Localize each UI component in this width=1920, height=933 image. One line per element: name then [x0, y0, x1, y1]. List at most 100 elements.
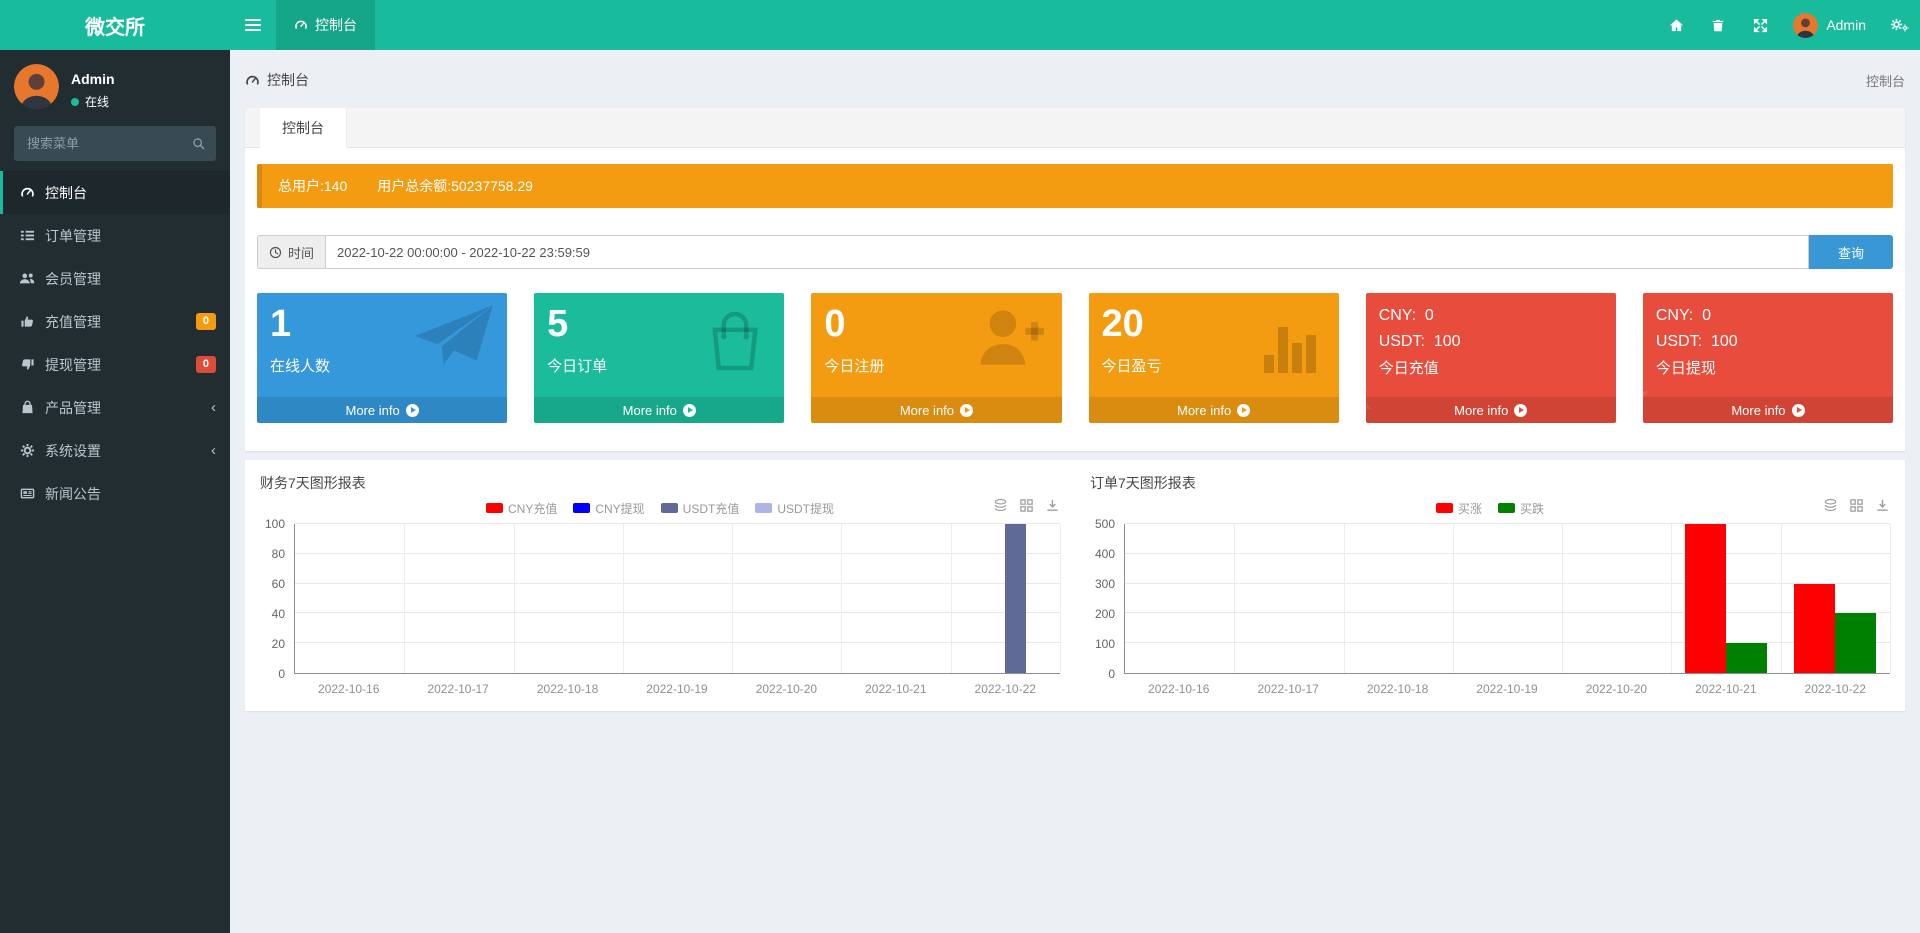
legend-label: 买涨 — [1457, 501, 1482, 516]
sidebar-item-recharge[interactable]: 充值管理 0 — [0, 300, 230, 343]
sidebar-item-withdraw[interactable]: 提现管理 0 — [0, 343, 230, 386]
settings-button[interactable] — [1878, 0, 1920, 50]
breadcrumb-label: 控制台 — [267, 72, 309, 88]
search-input[interactable] — [25, 135, 192, 152]
legend-item[interactable]: CNY提现 — [573, 500, 645, 517]
gauge-icon — [294, 18, 308, 32]
gridline — [1343, 524, 1345, 673]
fullscreen-button[interactable] — [1739, 0, 1781, 50]
sidebar-item-products[interactable]: 产品管理 ‹ — [0, 386, 230, 429]
x-axis-tick: 2022-10-18 — [536, 682, 599, 696]
clock-icon — [269, 246, 282, 259]
breadcrumb[interactable]: 控制台 — [245, 70, 309, 90]
user-name-label: Admin — [1826, 17, 1866, 33]
gridline — [404, 524, 406, 673]
user-menu[interactable]: Admin — [1781, 12, 1878, 38]
sidebar-item-orders[interactable]: 订单管理 — [0, 214, 230, 257]
more-info-link[interactable]: More info — [257, 397, 508, 423]
more-info-label: More info — [1454, 402, 1509, 418]
x-axis-tick: 2022-10-21 — [865, 682, 927, 696]
stat-box-inner: CNY: 0 USDT: 100 今日充值 — [1366, 293, 1616, 388]
circle-arrow-right-icon — [1514, 403, 1528, 417]
app-logo[interactable]: 微交所 — [85, 16, 145, 39]
stacked-layers-icon[interactable] — [1823, 498, 1838, 513]
y-axis-labels: 0 100 200 300 400 500 — [1090, 517, 1124, 681]
more-info-link[interactable]: More info — [1088, 397, 1339, 423]
chart-area: 0 20 40 60 80 100 — [260, 517, 1061, 681]
legend-item[interactable]: CNY充值 — [485, 500, 558, 517]
legend-item[interactable]: USDT提现 — [755, 500, 834, 517]
chart-bar — [1726, 643, 1768, 673]
more-info-link[interactable]: More info — [1365, 397, 1616, 423]
plot-area — [1124, 523, 1891, 674]
gauge-icon — [245, 73, 260, 88]
gridline — [1562, 524, 1564, 673]
chart-toolbox — [993, 498, 1060, 513]
sidebar-item-label: 控制台 — [45, 184, 87, 201]
legend-label: CNY充值 — [507, 501, 558, 516]
paper-plane-icon — [415, 305, 495, 372]
navbar-tab-dashboard[interactable]: 控制台 — [276, 0, 375, 50]
stat-box-inner: 5 今日订单 — [534, 293, 784, 386]
gridline — [295, 612, 1060, 614]
user-plus-icon — [968, 305, 1050, 376]
legend-item[interactable]: 买跌 — [1498, 500, 1544, 517]
date-range-input[interactable] — [325, 235, 1809, 269]
breadcrumb-location: 控制台 — [1865, 73, 1905, 89]
x-axis-tick: 2022-10-19 — [1476, 682, 1538, 696]
gridline — [1125, 612, 1890, 614]
chart-header: 买涨 买跌 — [1090, 496, 1890, 520]
download-icon[interactable] — [1045, 498, 1060, 513]
summary-alert: 总用户:140 用户总余额:50237758.29 — [257, 164, 1893, 208]
legend-item[interactable]: USDT充值 — [660, 500, 739, 517]
download-icon[interactable] — [1875, 498, 1890, 513]
finance-chart: 财务7天图形报表 CNY充值 CNY提现 USDT充值 USDT提现 0 20 40 60 8… — [245, 460, 1075, 711]
y-axis-tick: 200 — [1094, 607, 1115, 621]
thumbs-down-icon — [18, 357, 36, 372]
trash-button[interactable] — [1697, 0, 1739, 50]
legend-swatch — [573, 503, 591, 513]
charts-panel: 财务7天图形报表 CNY充值 CNY提现 USDT充值 USDT提现 0 20 40 60 8… — [245, 460, 1905, 711]
x-axis-labels: 2022-10-16 2022-10-17 2022-10-18 2022-10-19… — [1124, 674, 1890, 696]
chart-legend: 买涨 买跌 — [1090, 496, 1890, 520]
legend-label: USDT提现 — [777, 501, 835, 516]
sidebar-item-label: 会员管理 — [45, 270, 101, 287]
gridline — [1125, 552, 1890, 554]
more-info-link[interactable]: More info — [534, 397, 785, 423]
x-axis-labels: 2022-10-16 2022-10-17 2022-10-18 2022-10-19… — [294, 674, 1060, 696]
list-icon — [18, 228, 36, 243]
x-axis-tick: 2022-10-16 — [1148, 682, 1210, 696]
stat-number: 20 — [1101, 303, 1144, 345]
query-button[interactable]: 查询 — [1809, 235, 1893, 269]
stacked-layers-icon[interactable] — [993, 498, 1008, 513]
gridline — [513, 524, 515, 673]
online-status-dot — [71, 97, 79, 106]
sidebar-item-members[interactable]: 会员管理 — [0, 257, 230, 300]
more-info-label: More info — [345, 402, 400, 418]
more-info-link[interactable]: More info — [1642, 397, 1894, 423]
data-view-icon[interactable] — [1019, 498, 1034, 513]
sidebar-toggle-button[interactable] — [230, 0, 276, 50]
search-submit-button[interactable] — [192, 137, 205, 150]
bar-chart-icon — [1261, 315, 1327, 380]
home-button[interactable] — [1655, 0, 1697, 50]
legend-label: CNY提现 — [595, 501, 645, 516]
legend-item[interactable]: 买涨 — [1435, 500, 1482, 517]
y-axis-tick: 60 — [271, 577, 285, 591]
more-info-link[interactable]: More info — [811, 397, 1062, 423]
gridline — [732, 524, 734, 673]
online-status-label: 在线 — [85, 95, 110, 109]
stat-lines: CNY: 0 USDT: 100 — [1656, 303, 1880, 354]
data-view-icon[interactable] — [1849, 498, 1864, 513]
sidebar-user-status: 在线 — [71, 93, 115, 110]
y-axis-tick: 0 — [1108, 667, 1115, 681]
sidebar-item-settings[interactable]: 系统设置 ‹ — [0, 429, 230, 472]
tab-dashboard[interactable]: 控制台 — [260, 108, 347, 148]
sidebar-item-dashboard[interactable]: 控制台 — [0, 171, 230, 214]
stat-number: 5 — [547, 303, 569, 345]
x-axis-tick: 2022-10-17 — [427, 682, 489, 696]
sidebar-item-news[interactable]: 新闻公告 — [0, 472, 230, 515]
news-icon — [18, 486, 36, 501]
stat-lines: CNY: 0 USDT: 100 — [1379, 303, 1603, 354]
